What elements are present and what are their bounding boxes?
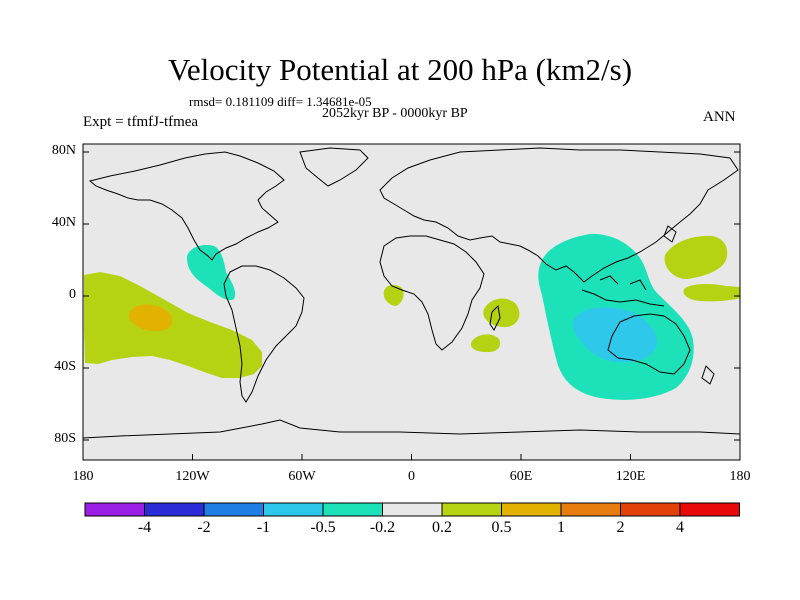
coastline-greenland [299, 147, 369, 187]
coastline-antarctica [82, 419, 741, 439]
colorbar-label: -0.2 [369, 519, 396, 536]
colorbar-label: -0.5 [310, 519, 336, 536]
contour-central-america-negative [186, 245, 236, 301]
colorbar-box [560, 502, 621, 517]
coastline-australia [607, 313, 691, 375]
contour-central-pacific-core [129, 304, 173, 332]
colorbar-box [679, 502, 740, 517]
lon-label-0: 0 [408, 469, 415, 484]
colorbar-box [382, 502, 443, 517]
contour-west-pacific-positive [664, 235, 728, 280]
lat-tick-marks [83, 151, 740, 441]
lat-label-80s: 80S [54, 431, 76, 446]
colorbar-box [144, 502, 205, 517]
lat-label-80n: 80N [51, 143, 76, 158]
coastline-south-america [223, 265, 305, 403]
stats-subtitle: rmsd= 0.181109 diff= 1.34681e-05 [189, 94, 372, 109]
colorbar [84, 502, 740, 517]
lat-label-0: 0 [69, 287, 76, 302]
lon-label-60w: 60W [288, 469, 316, 484]
colorbar-box [620, 502, 681, 517]
coastline-africa [379, 235, 485, 351]
contour-australia-core [573, 307, 658, 363]
contour-dateline-positive [683, 283, 740, 302]
coastline-eurasia [379, 147, 739, 283]
contour-central-pacific-positive [84, 272, 262, 378]
lon-label-180w: 180 [72, 469, 94, 484]
colorbar-label: 0.2 [432, 519, 452, 536]
coastline-madagascar [489, 304, 501, 331]
colorbar-box [84, 502, 145, 517]
colorbar-label: 4 [676, 519, 684, 536]
colorbar-box [263, 502, 324, 517]
contour-gulf-of-guinea-positive [383, 284, 404, 306]
colorbar-label: -4 [137, 519, 152, 536]
colorbar-label: -1 [256, 519, 271, 536]
lon-label-120e: 120E [615, 469, 646, 484]
season-label: ANN [703, 109, 736, 125]
colorbar-box [501, 502, 562, 517]
contour-madagascar-positive [483, 298, 520, 328]
lon-label-120w: 120W [175, 469, 210, 484]
plot-title: Velocity Potential at 200 hPa (km2/s) [167, 52, 633, 87]
coastline-north-america [88, 151, 285, 261]
colorbar-box [322, 502, 383, 517]
period-subtitle: 2052kyr BP - 0000kyr BP [322, 106, 468, 121]
colorbar-box [203, 502, 264, 517]
coastline-new-zealand [701, 365, 715, 385]
lat-label-40s: 40S [54, 359, 76, 374]
coastline-indonesia [581, 275, 665, 307]
colorbar-label: 1 [557, 519, 565, 536]
colorbar-label: 2 [616, 519, 625, 536]
colorbar-label: -2 [197, 519, 211, 536]
contour-south-africa-positive [470, 334, 501, 353]
lat-label-40n: 40N [51, 215, 76, 230]
colorbar-box [441, 502, 502, 517]
colorbar-label: 0.5 [491, 519, 512, 536]
lon-tick-marks [82, 454, 741, 460]
coastlines [82, 147, 741, 439]
experiment-label: Expt = tfmfJ-tfmea [83, 114, 199, 130]
lon-label-60e: 60E [509, 469, 533, 484]
coastline-japan [663, 225, 677, 243]
lon-label-180e: 180 [729, 469, 751, 484]
